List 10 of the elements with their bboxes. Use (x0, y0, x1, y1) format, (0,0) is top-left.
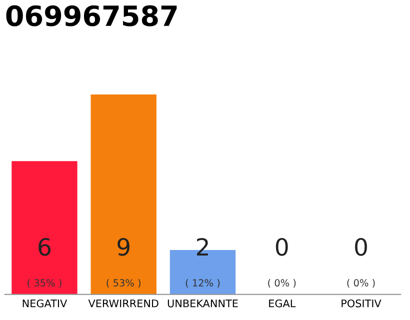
chart-title: 069967587 (6, 5, 177, 26)
x-tick-label: EGAL (269, 299, 296, 308)
x-tick-label: NEGATIV (22, 299, 68, 308)
data-label: 9 ( 53% ) (106, 238, 140, 288)
x-tick-label: POSITIV (342, 299, 382, 308)
data-label: 6 ( 35% ) (28, 238, 62, 288)
data-label: 0 ( 0% ) (347, 238, 375, 288)
x-tick-label: UNBEKANNTE (168, 300, 238, 308)
x-tick-label: VERWIRREND (88, 300, 158, 308)
data-label: 0 ( 0% ) (268, 238, 296, 288)
